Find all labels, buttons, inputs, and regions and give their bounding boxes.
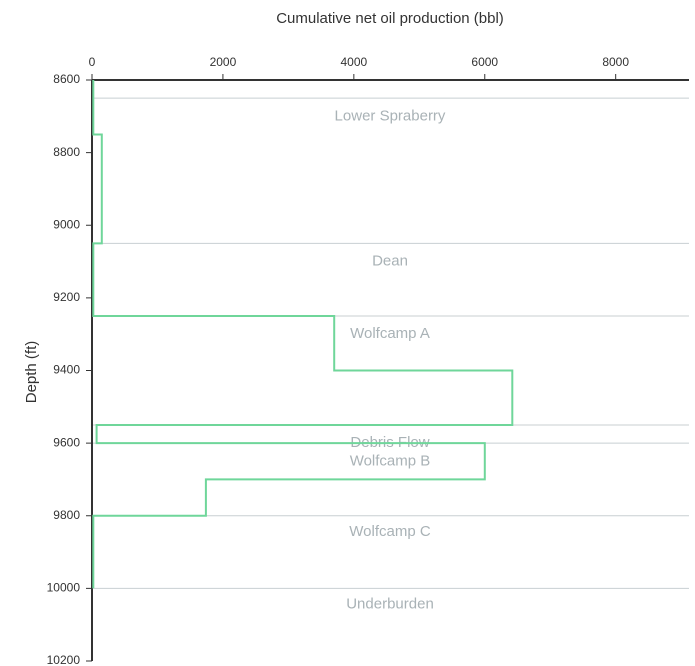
formation-label: Lower Spraberry xyxy=(335,107,446,124)
formation-label: Wolfcamp C xyxy=(349,523,431,540)
formation-label: Wolfcamp B xyxy=(350,452,431,469)
y-tick-label: 10200 xyxy=(47,653,81,666)
x-tick-label: 4000 xyxy=(340,55,367,69)
production-series-line xyxy=(92,80,514,589)
formation-label: Underburden xyxy=(346,596,434,613)
x-tick-label: 6000 xyxy=(471,55,498,69)
formation-label: Wolfcamp A xyxy=(350,325,430,342)
y-tick-label: 9400 xyxy=(53,363,80,377)
series-layer xyxy=(92,80,514,589)
y-tick-label: 9600 xyxy=(53,435,80,449)
y-tick-label: 10000 xyxy=(47,581,81,595)
x-axis-title: Cumulative net oil production (bbl) xyxy=(276,10,504,27)
x-tick-label: 8000 xyxy=(602,55,629,69)
x-axis: 0 2000 4000 6000 8000 xyxy=(89,55,689,81)
y-tick-label: 9800 xyxy=(53,508,80,522)
y-tick-label: 9200 xyxy=(53,290,80,304)
y-axis-title: Depth (ft) xyxy=(23,341,40,404)
y-tick-label: 8800 xyxy=(53,145,80,159)
y-tick-label: 9000 xyxy=(53,217,80,231)
x-tick-label: 0 xyxy=(89,55,96,69)
x-tick-label: 2000 xyxy=(210,55,237,69)
formation-label: Dean xyxy=(372,253,408,270)
y-tick-label: 8600 xyxy=(53,72,80,86)
y-axis: 8600 8800 9000 9200 9400 9600 9800 10000 10200 xyxy=(47,72,93,666)
